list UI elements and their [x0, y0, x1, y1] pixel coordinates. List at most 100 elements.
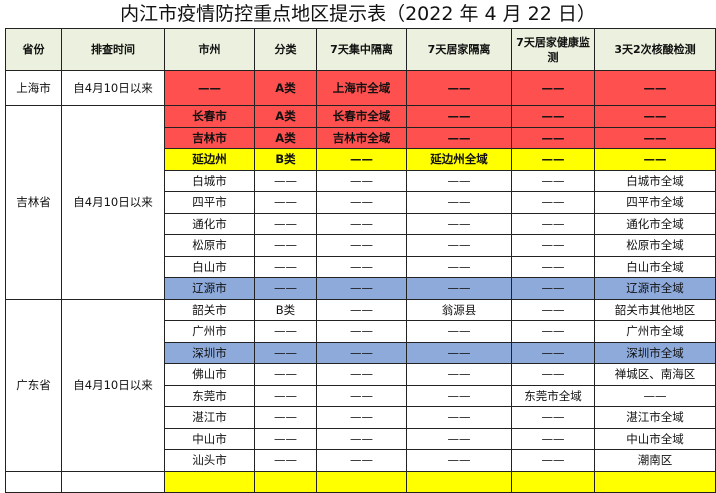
time-cell: 自4月10日以来 — [61, 298, 165, 472]
health-monitoring-cell: —— — [511, 406, 595, 429]
province-cell: 广东省 — [5, 298, 62, 472]
category-cell: —— — [254, 169, 317, 192]
header-city: 市州 — [164, 28, 255, 71]
nucleic-test-cell: 潮南区 — [594, 449, 716, 472]
header-health-monitoring: 7天居家健康监测 — [511, 28, 595, 71]
city-cell: 中山市 — [164, 427, 255, 450]
home-quarantine-cell: 延边州全域 — [406, 148, 512, 171]
table-row: 深圳市 —— —— —— —— 深圳市全域 — [6, 341, 716, 364]
table-row: 辽源市 —— —— —— —— 辽源市全域 — [6, 277, 716, 300]
central-quarantine-cell: —— — [316, 169, 407, 192]
home-quarantine-cell: —— — [406, 341, 512, 364]
central-quarantine-cell: —— — [316, 320, 407, 343]
category-cell: —— — [254, 363, 317, 386]
nucleic-test-cell: 禅城区、南海区 — [594, 363, 716, 386]
nucleic-test-cell: 通化市全域 — [594, 212, 716, 235]
category-cell: —— — [254, 449, 317, 472]
nucleic-test-cell: 广州市全域 — [594, 320, 716, 343]
category-cell: —— — [254, 341, 317, 364]
category-cell: —— — [254, 255, 317, 278]
empty-cell — [164, 470, 255, 493]
city-cell: 四平市 — [164, 191, 255, 214]
city-cell: 辽源市 — [164, 277, 255, 300]
category-cell: B类 — [254, 298, 317, 321]
nucleic-test-cell: 湛江市全域 — [594, 406, 716, 429]
category-cell: —— — [254, 212, 317, 235]
category-cell: B类 — [254, 148, 317, 171]
city-cell: 深圳市 — [164, 341, 255, 364]
table-row: 吉林省 自4月10日以来 长春市 A类 长春市全域 —— —— —— — [5, 105, 716, 300]
empty-cell — [61, 470, 165, 493]
home-quarantine-cell: —— — [406, 406, 512, 429]
health-monitoring-cell: —— — [511, 427, 595, 450]
health-monitoring-cell: —— — [511, 320, 595, 343]
province-cell: 吉林省 — [5, 105, 62, 300]
category-cell: —— — [254, 234, 317, 257]
home-quarantine-cell: —— — [406, 427, 512, 450]
nucleic-test-cell: —— — [594, 148, 716, 171]
empty-cell — [254, 470, 317, 493]
header-time: 排查时间 — [61, 28, 165, 71]
home-quarantine-cell: —— — [406, 126, 512, 149]
table-row: 白城市 —— —— —— —— 白城市全域 — [6, 169, 716, 192]
health-monitoring-cell: —— — [511, 191, 595, 214]
nucleic-test-cell: —— — [594, 126, 716, 149]
category-cell: A类 — [254, 70, 317, 106]
header-nucleic-test: 3天2次核酸检测 — [594, 28, 716, 71]
table-row: 广州市 —— —— —— —— 广州市全域 — [6, 320, 716, 343]
central-quarantine-cell: —— — [316, 449, 407, 472]
city-cell: 白山市 — [164, 255, 255, 278]
table-row: 上海市 自4月10日以来 —— A类 上海市全域 —— —— —— — [5, 70, 716, 106]
table-row: 汕头市 —— —— —— —— 潮南区 — [6, 449, 716, 472]
central-quarantine-cell: —— — [316, 363, 407, 386]
table-row: 东莞市 —— —— —— 东莞市全域 —— — [6, 384, 716, 407]
health-monitoring-cell: —— — [511, 298, 595, 321]
home-quarantine-cell: —— — [406, 191, 512, 214]
central-quarantine-cell: —— — [316, 298, 407, 321]
table-body: 上海市 自4月10日以来 —— A类 上海市全域 —— —— —— 吉林省 自4月10日以来 长春市… — [5, 70, 716, 493]
province-cell: 上海市 — [5, 70, 62, 106]
nucleic-test-cell: 深圳市全域 — [594, 341, 716, 364]
table-row: 广东省 自4月10日以来 韶关市 B类 —— 翁源县 —— 韶关市其他地区 — [5, 298, 716, 472]
category-cell: —— — [254, 384, 317, 407]
health-monitoring-cell: —— — [511, 277, 595, 300]
empty-cell — [5, 470, 62, 493]
city-cell: 吉林市 — [164, 126, 255, 149]
home-quarantine-cell: —— — [406, 212, 512, 235]
header-central-quarantine: 7天集中隔离 — [316, 28, 407, 71]
home-quarantine-cell: —— — [406, 105, 512, 128]
header-category: 分类 — [254, 28, 317, 71]
table-row-partial — [5, 470, 716, 493]
city-cell: 广州市 — [164, 320, 255, 343]
central-quarantine-cell: —— — [316, 212, 407, 235]
health-monitoring-cell: —— — [511, 212, 595, 235]
central-quarantine-cell: —— — [316, 191, 407, 214]
city-cell: 长春市 — [164, 105, 255, 128]
health-monitoring-cell: —— — [511, 105, 595, 128]
nucleic-test-cell: 中山市全域 — [594, 427, 716, 450]
city-cell: 汕头市 — [164, 449, 255, 472]
nucleic-test-cell: —— — [594, 384, 716, 407]
page-title: 内江市疫情防控重点地区提示表（2022 年 4 月 22 日） — [120, 3, 596, 25]
city-cell: 韶关市 — [164, 298, 255, 321]
central-quarantine-cell: —— — [316, 234, 407, 257]
health-monitoring-cell: —— — [511, 449, 595, 472]
health-monitoring-cell: 东莞市全域 — [511, 384, 595, 407]
time-cell: 自4月10日以来 — [61, 105, 165, 300]
key-areas-table: 省份 排查时间 市州 分类 7天集中隔离 7天居家隔离 7天居家健康监测 3天2… — [5, 28, 716, 493]
health-monitoring-cell: —— — [511, 234, 595, 257]
city-cell: 白城市 — [164, 169, 255, 192]
city-cell: 东莞市 — [164, 384, 255, 407]
home-quarantine-cell: —— — [406, 169, 512, 192]
category-cell: A类 — [254, 105, 317, 128]
city-cell: 松原市 — [164, 234, 255, 257]
table-row: 佛山市 —— —— —— —— 禅城区、南海区 — [6, 363, 716, 386]
nucleic-test-cell: —— — [594, 105, 716, 128]
header-province: 省份 — [5, 28, 62, 71]
health-monitoring-cell: —— — [511, 255, 595, 278]
central-quarantine-cell: —— — [316, 384, 407, 407]
nucleic-test-cell: 四平市全域 — [594, 191, 716, 214]
city-cell: —— — [164, 70, 255, 106]
nucleic-test-cell: 辽源市全域 — [594, 277, 716, 300]
central-quarantine-cell: —— — [316, 255, 407, 278]
